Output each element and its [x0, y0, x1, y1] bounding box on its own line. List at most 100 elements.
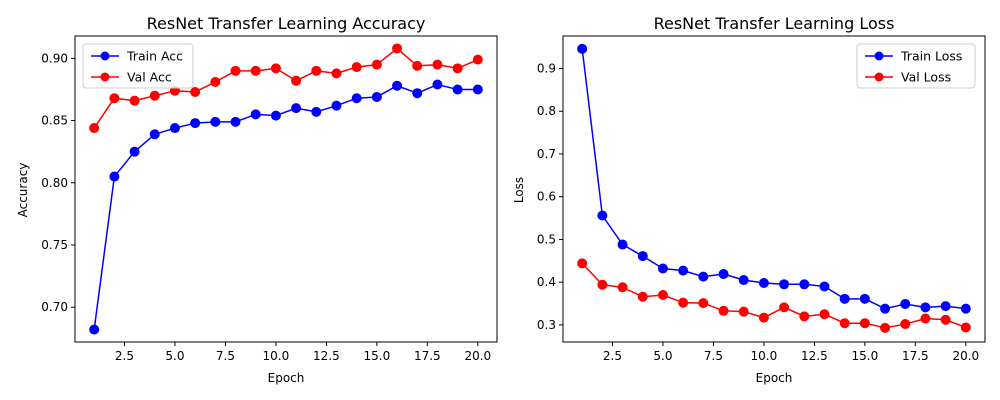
accuracy-y-tick-label: 0.75: [41, 238, 68, 252]
loss-chart: ResNet Transfer Learning Loss Epoch Loss…: [512, 14, 986, 385]
accuracy-train-acc-point: [149, 129, 160, 140]
accuracy-x-tick-label: 15.0: [364, 349, 391, 363]
accuracy-val-acc-point: [230, 65, 241, 76]
loss-train-loss-point: [657, 263, 668, 274]
accuracy-legend-val-acc-marker: [100, 72, 110, 82]
accuracy-train-acc-point: [190, 118, 201, 129]
accuracy-train-acc-point: [210, 116, 221, 127]
loss-train-loss-point: [758, 278, 769, 289]
loss-legend: Train Loss Val Loss: [856, 43, 976, 89]
accuracy-val-acc-point: [129, 95, 140, 106]
accuracy-train-acc-point: [250, 109, 261, 120]
accuracy-train-acc-point: [89, 324, 100, 335]
accuracy-x-tick-label: 10.0: [263, 349, 290, 363]
accuracy-x-tick-label: 2.5: [115, 349, 134, 363]
loss-train-loss-point: [698, 271, 709, 282]
accuracy-train-acc-point: [371, 91, 382, 102]
accuracy-y-axis-label: Accuracy: [16, 163, 30, 218]
accuracy-train-acc-point: [230, 116, 241, 127]
accuracy-chart: ResNet Transfer Learning Accuracy Epoch …: [16, 14, 498, 385]
loss-train-loss-point: [859, 293, 870, 304]
loss-val-loss-point: [900, 319, 911, 330]
accuracy-train-acc-point: [311, 106, 322, 117]
loss-val-loss-point: [940, 314, 951, 325]
accuracy-x-tick-label: 7.5: [216, 349, 235, 363]
accuracy-x-tick-label: 17.5: [414, 349, 441, 363]
loss-train-loss-point: [940, 301, 951, 312]
accuracy-val-acc-point: [109, 93, 120, 104]
loss-chart-title: ResNet Transfer Learning Loss: [654, 14, 895, 33]
loss-train-loss-point: [637, 251, 648, 262]
accuracy-x-tick-label: 12.5: [313, 349, 340, 363]
loss-train-loss-point: [819, 281, 830, 292]
loss-val-loss-point: [880, 322, 891, 333]
loss-val-loss-point: [859, 318, 870, 329]
loss-x-axis-label: Epoch: [756, 371, 793, 385]
loss-val-loss-point: [577, 258, 588, 269]
loss-legend-val-loss-marker: [874, 72, 884, 82]
accuracy-train-acc-point: [270, 110, 281, 121]
loss-x-tick-label: 5.0: [653, 349, 672, 363]
loss-y-tick-label: 0.8: [537, 104, 556, 118]
loss-train-loss-point: [900, 298, 911, 309]
loss-val-loss-point: [920, 313, 931, 324]
accuracy-val-acc-point: [250, 65, 261, 76]
accuracy-train-acc-point: [351, 93, 362, 104]
accuracy-train-acc-point: [129, 146, 140, 157]
loss-plot-frame: [562, 35, 986, 343]
loss-val-loss-point: [779, 302, 790, 313]
accuracy-val-acc-point: [392, 43, 403, 54]
accuracy-train-acc-point: [109, 171, 120, 182]
loss-x-tick-label: 20.0: [952, 349, 979, 363]
accuracy-val-acc-point: [331, 68, 342, 79]
accuracy-train-acc-point: [169, 123, 180, 134]
loss-x-tick-label: 2.5: [603, 349, 622, 363]
loss-train-loss-point: [678, 265, 689, 276]
accuracy-x-tick-label: 5.0: [165, 349, 184, 363]
accuracy-val-acc-point: [149, 90, 160, 101]
loss-plot-marks: 2.5 5.0 7.5 10.0 12.5 15.0 17.5 20.0 0.3 0.4 0.5 0.…: [537, 43, 979, 363]
loss-train-loss-point: [577, 43, 588, 54]
loss-val-loss-point: [819, 309, 830, 320]
accuracy-val-acc-point: [190, 86, 201, 97]
loss-train-loss-point: [738, 275, 749, 286]
loss-x-tick-label: 17.5: [902, 349, 929, 363]
accuracy-x-axis-label: Epoch: [268, 371, 305, 385]
accuracy-train-acc-line: [93, 83, 478, 330]
accuracy-val-acc-point: [291, 75, 302, 86]
loss-y-tick-label: 0.9: [537, 61, 556, 75]
accuracy-train-acc-point: [291, 103, 302, 114]
loss-val-loss-point: [657, 289, 668, 300]
loss-y-tick-label: 0.4: [537, 275, 556, 289]
loss-train-loss-point: [839, 293, 850, 304]
accuracy-chart-title: ResNet Transfer Learning Accuracy: [147, 14, 426, 33]
accuracy-y-tick-label: 0.90: [41, 51, 68, 65]
loss-y-tick-label: 0.3: [537, 318, 556, 332]
loss-val-loss-point: [637, 291, 648, 302]
loss-val-loss-point: [597, 279, 608, 290]
loss-train-loss-point: [718, 269, 729, 280]
accuracy-val-acc-point: [270, 63, 281, 74]
loss-val-loss-point: [839, 318, 850, 329]
accuracy-val-acc-point: [412, 60, 423, 71]
loss-legend-train-loss-label: Train Loss: [900, 49, 962, 64]
accuracy-train-acc-point: [392, 80, 403, 91]
accuracy-val-acc-point: [351, 62, 362, 73]
accuracy-val-acc-point: [472, 54, 483, 65]
loss-x-tick-label: 15.0: [852, 349, 879, 363]
loss-val-loss-point: [738, 306, 749, 317]
accuracy-x-tick-label: 20.0: [464, 349, 491, 363]
accuracy-val-acc-point: [432, 59, 443, 70]
accuracy-legend-train-acc-label: Train Acc: [126, 49, 183, 64]
accuracy-legend-val-acc-label: Val Acc: [127, 70, 172, 85]
accuracy-legend-train-acc-marker: [100, 51, 110, 61]
accuracy-legend: Train Acc Val Acc: [82, 43, 194, 89]
accuracy-y-tick-label: 0.85: [41, 114, 68, 128]
accuracy-y-tick-label: 0.80: [41, 176, 68, 190]
accuracy-val-acc-point: [89, 123, 100, 134]
accuracy-train-acc-point: [472, 84, 483, 95]
loss-y-tick-label: 0.7: [537, 147, 556, 161]
loss-train-loss-point: [779, 279, 790, 290]
accuracy-train-acc-point: [452, 84, 463, 95]
